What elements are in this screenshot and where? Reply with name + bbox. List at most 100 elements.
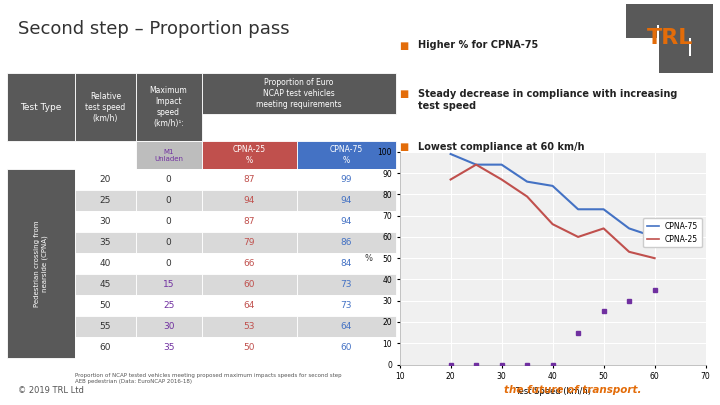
Bar [626, 4, 657, 38]
Text: 86: 86 [341, 238, 352, 247]
Bar [135, 190, 202, 211]
Bar [135, 316, 202, 337]
Text: 30: 30 [99, 217, 111, 226]
Bar [202, 211, 297, 232]
Text: 0: 0 [166, 196, 171, 205]
Text: 0: 0 [166, 259, 171, 268]
Text: 55: 55 [99, 322, 111, 331]
Text: CPNA-25
%: CPNA-25 % [233, 145, 266, 165]
Bar [135, 295, 202, 316]
Bar [691, 4, 713, 73]
Bar [202, 253, 297, 274]
Text: 87: 87 [243, 217, 255, 226]
Bar [660, 21, 716, 38]
Text: © 2019 TRL Ltd: © 2019 TRL Ltd [18, 386, 84, 395]
Text: 20: 20 [99, 175, 111, 184]
Bar [202, 232, 297, 253]
Bar [202, 295, 297, 316]
Text: Test Type: Test Type [21, 102, 62, 112]
Text: Lowest compliance at 60 km/h: Lowest compliance at 60 km/h [418, 142, 584, 152]
Bar [202, 316, 297, 337]
Text: Proportion of Euro
NCAP test vehicles
meeting requirements: Proportion of Euro NCAP test vehicles me… [256, 78, 341, 109]
Text: Maximum
Impact
speed
(km/h)¹:: Maximum Impact speed (km/h)¹: [150, 86, 187, 128]
Bar [202, 169, 297, 190]
Text: 60: 60 [99, 343, 111, 352]
Bar [135, 73, 202, 141]
Bar [297, 190, 396, 211]
Text: 0: 0 [166, 175, 171, 184]
Bar [660, 4, 690, 73]
Bar [76, 295, 135, 316]
Text: %: % [364, 254, 372, 263]
Bar [76, 169, 135, 190]
Bar [7, 169, 76, 358]
Text: Steady decrease in compliance with increasing
test speed: Steady decrease in compliance with incre… [418, 89, 677, 111]
Text: CPNA-75
%: CPNA-75 % [330, 145, 363, 165]
Text: 66: 66 [243, 259, 255, 268]
Text: 94: 94 [341, 196, 352, 205]
Text: Second step – Proportion pass: Second step – Proportion pass [18, 20, 289, 38]
Text: 94: 94 [243, 196, 255, 205]
Bar [135, 253, 202, 274]
Bar [297, 253, 396, 274]
Bar [297, 141, 396, 169]
Text: 15: 15 [163, 280, 174, 289]
Bar [202, 337, 297, 358]
Bar [7, 73, 76, 141]
Text: 45: 45 [99, 280, 111, 289]
Bar [297, 295, 396, 316]
Text: 84: 84 [341, 259, 352, 268]
Text: 73: 73 [341, 280, 352, 289]
Bar [660, 56, 716, 73]
Bar [297, 211, 396, 232]
Text: TRL: TRL [647, 28, 693, 49]
Text: 50: 50 [243, 343, 255, 352]
Bar [135, 232, 202, 253]
Bar [297, 337, 396, 358]
Bar [202, 73, 396, 114]
Bar [135, 211, 202, 232]
Bar [76, 274, 135, 295]
Text: 53: 53 [243, 322, 255, 331]
Text: the future of transport.: the future of transport. [504, 385, 642, 395]
Text: 94: 94 [341, 217, 352, 226]
Text: 0: 0 [166, 238, 171, 247]
X-axis label: Test Speed (km/h): Test Speed (km/h) [515, 387, 590, 396]
Text: 35: 35 [99, 238, 111, 247]
Text: Relative
test speed
(km/h): Relative test speed (km/h) [85, 92, 125, 123]
Text: ■: ■ [400, 89, 412, 99]
Text: 60: 60 [341, 343, 352, 352]
Bar [76, 232, 135, 253]
Bar [202, 141, 297, 169]
Bar [297, 274, 396, 295]
Text: 64: 64 [341, 322, 352, 331]
Text: 0: 0 [166, 217, 171, 226]
Bar [76, 316, 135, 337]
Bar [691, 56, 720, 73]
Text: 73: 73 [341, 301, 352, 310]
Bar [297, 316, 396, 337]
Bar [76, 211, 135, 232]
Bar [297, 232, 396, 253]
Text: 25: 25 [99, 196, 111, 205]
Text: 87: 87 [243, 175, 255, 184]
Bar [626, 4, 713, 25]
Bar [76, 337, 135, 358]
Bar [202, 274, 297, 295]
Bar [202, 190, 297, 211]
Text: Pedestrian crossing from
nearside (CPNA): Pedestrian crossing from nearside (CPNA) [35, 220, 48, 307]
Bar [135, 337, 202, 358]
Text: 40: 40 [99, 259, 111, 268]
Bar [135, 274, 202, 295]
Text: Proportion of NCAP tested vehicles meeting proposed maximum impacts speeds for s: Proportion of NCAP tested vehicles meeti… [76, 373, 342, 384]
Text: 99: 99 [341, 175, 352, 184]
Text: 35: 35 [163, 343, 174, 352]
Text: M1
Unladen: M1 Unladen [154, 149, 183, 162]
Text: ■: ■ [400, 142, 412, 152]
Text: 30: 30 [163, 322, 174, 331]
Bar [76, 190, 135, 211]
Text: 25: 25 [163, 301, 174, 310]
Bar [135, 141, 202, 169]
Bar [76, 73, 135, 141]
Text: ■: ■ [400, 40, 412, 51]
